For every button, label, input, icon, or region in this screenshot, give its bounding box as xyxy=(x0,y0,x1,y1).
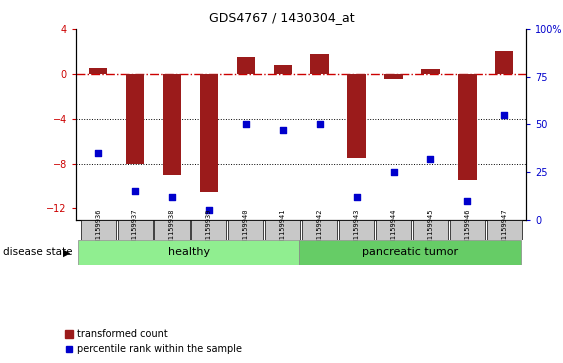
Bar xyxy=(450,220,485,240)
Text: GDS4767 / 1430304_at: GDS4767 / 1430304_at xyxy=(209,11,354,24)
Text: GSM1159946: GSM1159946 xyxy=(464,208,470,251)
Point xyxy=(204,207,213,213)
Point xyxy=(167,194,176,200)
Text: disease state: disease state xyxy=(3,247,72,257)
Text: GSM1159938: GSM1159938 xyxy=(169,208,175,251)
Point xyxy=(278,127,287,133)
Bar xyxy=(126,74,144,164)
Bar xyxy=(339,220,374,240)
Bar xyxy=(89,68,108,74)
Text: GSM1159947: GSM1159947 xyxy=(501,208,507,251)
Text: healthy: healthy xyxy=(168,247,209,257)
Bar xyxy=(81,220,115,240)
Text: GSM1159939: GSM1159939 xyxy=(206,208,212,251)
Bar xyxy=(347,74,366,158)
Text: GSM1159936: GSM1159936 xyxy=(95,208,101,251)
Text: GSM1159942: GSM1159942 xyxy=(316,208,323,251)
Bar xyxy=(191,220,226,240)
Bar xyxy=(458,74,476,180)
Text: pancreatic tumor: pancreatic tumor xyxy=(362,247,458,257)
Text: GSM1159945: GSM1159945 xyxy=(427,208,434,251)
Point xyxy=(389,169,398,175)
Point xyxy=(426,156,435,162)
Point xyxy=(315,121,324,127)
Text: GSM1159944: GSM1159944 xyxy=(391,208,396,251)
Point xyxy=(131,188,140,194)
Bar xyxy=(421,69,440,74)
Bar xyxy=(118,220,153,240)
Point xyxy=(352,194,361,200)
Bar xyxy=(376,220,411,240)
Point xyxy=(93,150,102,156)
Text: GSM1159943: GSM1159943 xyxy=(354,208,360,251)
Bar xyxy=(495,52,513,74)
Text: GSM1159937: GSM1159937 xyxy=(132,208,138,251)
Text: GSM1159941: GSM1159941 xyxy=(280,208,286,251)
Bar xyxy=(487,220,522,240)
Bar xyxy=(310,54,329,74)
Bar xyxy=(265,220,300,240)
Bar xyxy=(413,220,448,240)
Point xyxy=(242,121,251,127)
Bar xyxy=(302,220,337,240)
Bar xyxy=(78,240,300,265)
Bar xyxy=(385,74,403,79)
Bar xyxy=(154,220,190,240)
Bar xyxy=(236,57,255,74)
Bar xyxy=(300,240,521,265)
Point xyxy=(500,112,509,118)
Bar xyxy=(228,220,263,240)
Text: ▶: ▶ xyxy=(63,247,70,257)
Bar xyxy=(200,74,218,192)
Bar xyxy=(274,65,292,74)
Point xyxy=(463,197,472,203)
Bar xyxy=(163,74,181,175)
Legend: transformed count, percentile rank within the sample: transformed count, percentile rank withi… xyxy=(61,326,245,358)
Text: GSM1159940: GSM1159940 xyxy=(243,208,249,251)
